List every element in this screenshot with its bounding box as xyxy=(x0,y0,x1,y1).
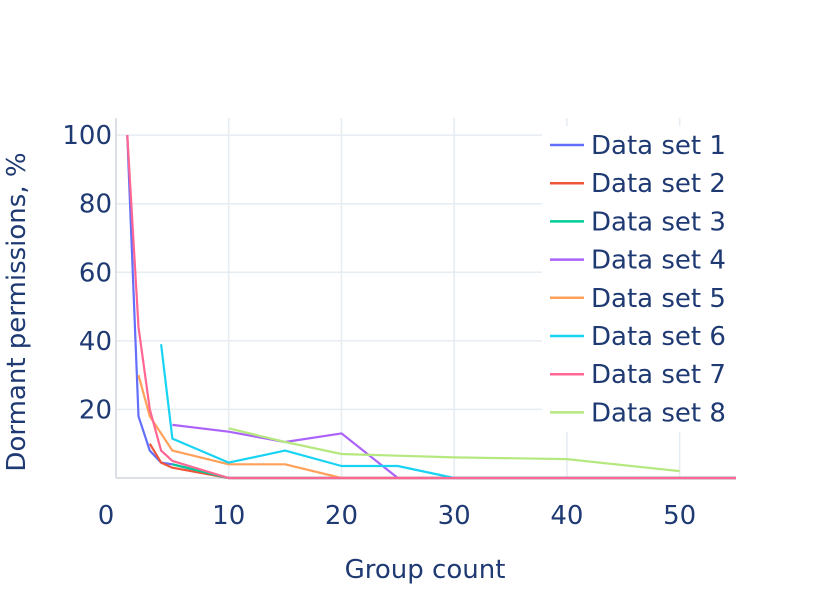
legend-label: Data set 8 xyxy=(591,398,726,428)
x-tick-label: 0 xyxy=(98,501,115,531)
legend-background xyxy=(542,126,736,432)
legend-item[interactable]: Data set 6 xyxy=(550,322,726,352)
legend-label: Data set 1 xyxy=(591,131,726,161)
legend-item[interactable]: Data set 7 xyxy=(550,360,726,390)
y-axis-ticks: 20 40 60 80 100 xyxy=(62,121,112,425)
legend-item[interactable]: Data set 1 xyxy=(550,131,726,161)
x-tick-label: 10 xyxy=(212,501,245,531)
series-line-8 xyxy=(228,427,680,473)
legend-label: Data set 3 xyxy=(591,207,726,237)
x-axis-title: Group count xyxy=(345,555,506,585)
legend-label: Data set 7 xyxy=(591,360,726,390)
legend-item[interactable]: Data set 8 xyxy=(550,398,726,428)
legend-item[interactable]: Data set 2 xyxy=(550,169,726,199)
y-tick-label: 100 xyxy=(62,121,112,151)
y-tick-label: 20 xyxy=(79,395,112,425)
x-tick-label: 20 xyxy=(325,501,358,531)
legend-item[interactable]: Data set 3 xyxy=(550,207,726,237)
legend-label: Data set 2 xyxy=(591,169,726,199)
y-tick-label: 40 xyxy=(79,327,112,357)
x-axis-ticks: 0 10 20 30 40 50 xyxy=(98,501,696,531)
legend-label: Data set 4 xyxy=(591,246,726,276)
legend[interactable]: Data set 1 Data set 2 Data set 3 Data set 4… xyxy=(542,126,736,432)
x-tick-label: 40 xyxy=(550,501,583,531)
legend-label: Data set 6 xyxy=(591,322,726,352)
legend-item[interactable]: Data set 4 xyxy=(550,246,726,276)
legend-label: Data set 5 xyxy=(591,284,726,314)
y-tick-label: 80 xyxy=(79,190,112,220)
x-tick-label: 50 xyxy=(663,501,696,531)
series-line-7 xyxy=(126,135,736,480)
y-tick-label: 60 xyxy=(79,258,112,288)
series-line-6 xyxy=(160,344,736,480)
y-axis-title: Dormant permissions, % xyxy=(2,152,32,471)
x-tick-label: 30 xyxy=(438,501,471,531)
legend-item[interactable]: Data set 5 xyxy=(550,284,726,314)
series-lines xyxy=(126,135,736,480)
